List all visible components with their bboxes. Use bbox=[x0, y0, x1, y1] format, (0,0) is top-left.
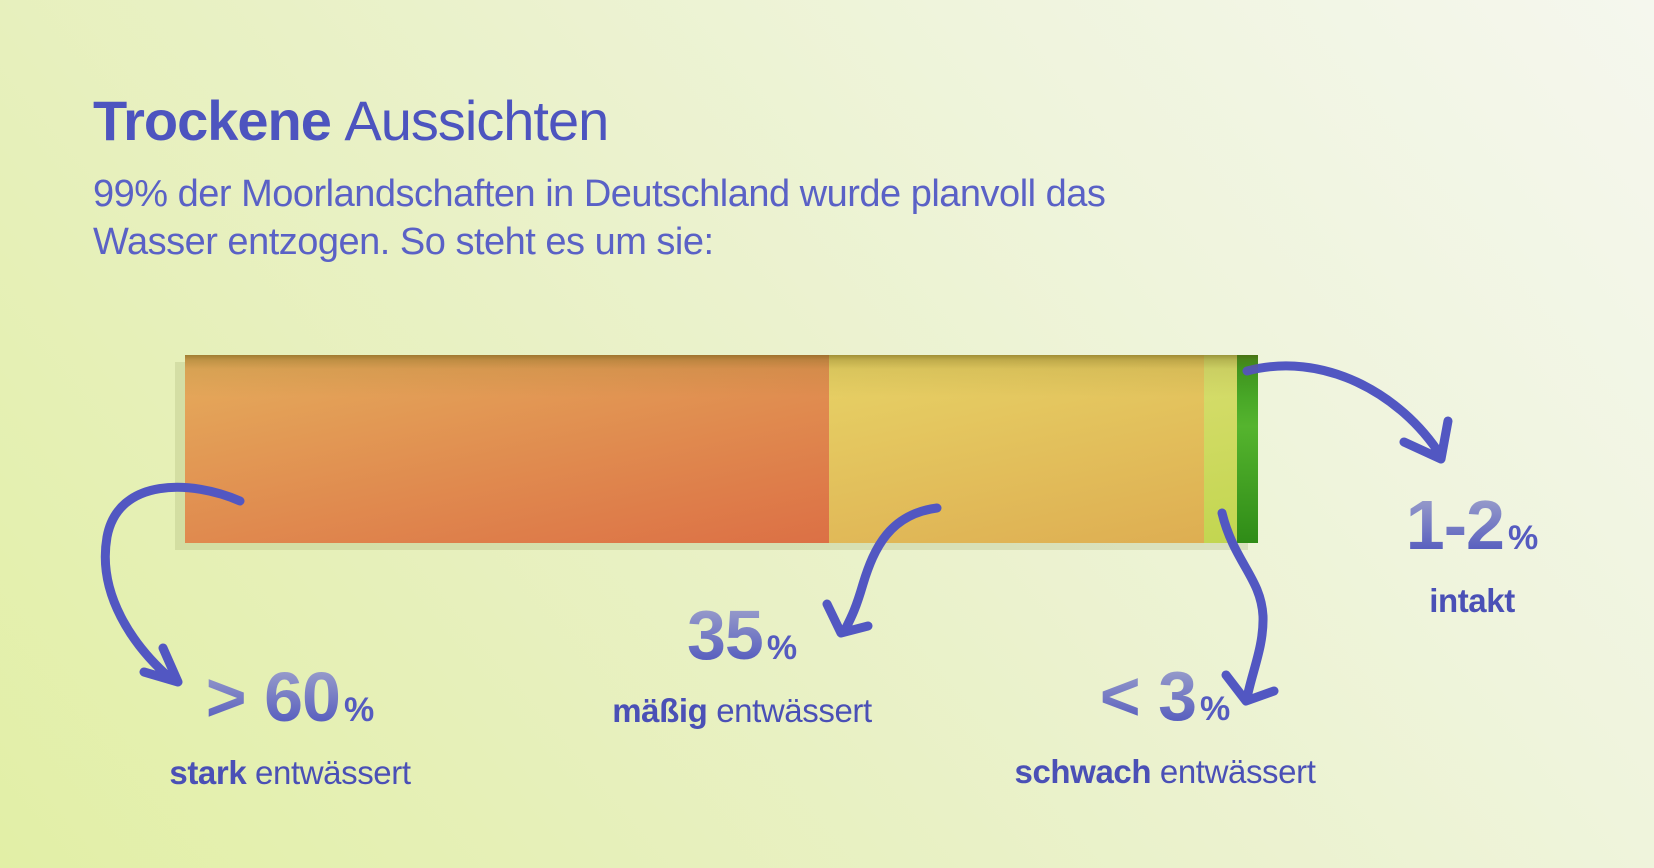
callout-maessig: 35% mäßig entwässert bbox=[542, 598, 942, 729]
callout-stark-number: > 60 bbox=[205, 658, 341, 736]
callout-schwach-label-bold: schwach bbox=[1014, 753, 1152, 790]
callout-stark-label-bold: stark bbox=[169, 754, 247, 791]
callout-intakt-percent-sign: % bbox=[1507, 519, 1539, 557]
callout-schwach-label-rest: entwässert bbox=[1151, 753, 1316, 790]
callout-intakt-label-bold: intakt bbox=[1429, 582, 1515, 619]
title-regular: Aussichten bbox=[344, 89, 609, 152]
subtitle: 99% der Moorlandschaften in Deutschland … bbox=[93, 170, 1106, 266]
bar-segment-maessig-entwaessert bbox=[828, 355, 1205, 543]
callout-maessig-label-bold: mäßig bbox=[612, 692, 708, 729]
callout-maessig-number: 35 bbox=[686, 596, 764, 674]
callout-stark: > 60% stark entwässert bbox=[90, 660, 490, 791]
stacked-bar bbox=[185, 355, 1258, 543]
callout-intakt: 1-2% intakt bbox=[1322, 488, 1622, 619]
callout-stark-value: > 60% bbox=[90, 660, 490, 747]
callout-intakt-value: 1-2% bbox=[1322, 488, 1622, 575]
arrow-intakt bbox=[1242, 361, 1453, 464]
bar-segment-stark-entwaessert bbox=[185, 355, 829, 543]
callout-schwach-value: < 3% bbox=[965, 659, 1365, 746]
callout-intakt-label: intakt bbox=[1322, 583, 1622, 619]
callout-schwach: < 3% schwach entwässert bbox=[965, 659, 1365, 790]
callout-stark-label-rest: entwässert bbox=[246, 754, 411, 791]
callout-schwach-number: < 3 bbox=[1099, 657, 1197, 735]
callout-stark-percent-sign: % bbox=[343, 691, 375, 729]
bar-segment-schwach-entwaessert bbox=[1204, 355, 1237, 543]
callout-intakt-number: 1-2 bbox=[1405, 486, 1505, 564]
bar-segment-intakt bbox=[1236, 355, 1258, 543]
callout-maessig-label: mäßig entwässert bbox=[542, 693, 942, 729]
callout-stark-label: stark entwässert bbox=[90, 755, 490, 791]
callout-schwach-percent-sign: % bbox=[1200, 690, 1231, 728]
callout-maessig-label-rest: entwässert bbox=[707, 692, 872, 729]
subtitle-line-1: 99% der Moorlandschaften in Deutschland … bbox=[93, 173, 1106, 215]
callout-maessig-value: 35% bbox=[542, 598, 942, 685]
subtitle-line-2: Wasser entzogen. So steht es um sie: bbox=[93, 221, 714, 263]
callout-schwach-label: schwach entwässert bbox=[965, 754, 1365, 790]
title-bold: Trockene bbox=[93, 89, 332, 152]
page-title: Trockene Aussichten bbox=[93, 89, 609, 152]
callout-maessig-percent-sign: % bbox=[766, 629, 798, 667]
